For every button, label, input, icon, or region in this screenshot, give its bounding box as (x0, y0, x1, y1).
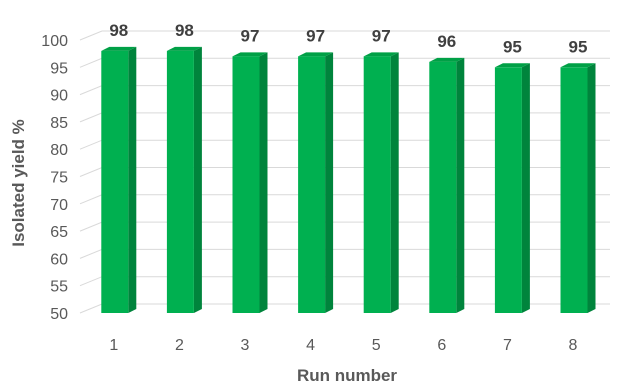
x-tick-label: 6 (437, 337, 446, 354)
y-axis-title: Isolated yield % (9, 119, 28, 247)
bar-top (494, 63, 530, 68)
data-label: 97 (306, 26, 325, 45)
bar-top (363, 52, 399, 57)
gridline (79, 139, 610, 150)
data-labels: 98 98 97 97 97 96 95 95 (109, 21, 587, 56)
bar-front (101, 50, 129, 314)
y-tick-label: 100 (41, 33, 68, 50)
bar-front (298, 56, 326, 313)
y-axis-ticks: 50 55 60 65 70 75 80 85 90 95 100 (41, 33, 68, 323)
gridline (79, 248, 610, 259)
bar-side (456, 57, 465, 314)
gridline (79, 57, 610, 68)
bar-front (560, 67, 588, 313)
bar-side (128, 46, 137, 314)
data-label: 97 (372, 26, 391, 45)
gridline (79, 85, 610, 96)
gridline (79, 167, 610, 177)
x-tick-label: 1 (109, 337, 118, 354)
bar-side (521, 63, 530, 313)
gridline (79, 221, 610, 232)
bar-top (560, 63, 596, 68)
bar-side (325, 52, 334, 313)
x-tick-label: 4 (306, 337, 315, 354)
bar (166, 46, 202, 314)
bar-top (232, 52, 268, 57)
gridlines (79, 30, 610, 314)
bar-front (166, 50, 194, 314)
y-tick-label: 85 (50, 115, 68, 132)
bar-front (429, 61, 457, 314)
x-tick-label: 2 (175, 337, 184, 354)
data-label: 98 (175, 21, 194, 40)
y-tick-label: 95 (50, 60, 68, 77)
y-tick-label: 55 (50, 279, 68, 296)
y-tick-label: 70 (50, 197, 68, 214)
bar (429, 57, 465, 314)
bar-top (166, 46, 202, 51)
x-axis-ticks: 1 2 3 4 5 6 7 8 (109, 337, 577, 354)
data-label: 98 (109, 21, 128, 40)
bar (298, 52, 334, 313)
bar-side (390, 52, 399, 313)
gridline (79, 112, 610, 123)
y-tick-label: 90 (50, 88, 68, 105)
bar-front (363, 56, 391, 313)
x-tick-label: 7 (503, 337, 512, 354)
data-label: 97 (241, 26, 260, 45)
bar (494, 63, 530, 313)
bar-top (298, 52, 334, 57)
y-tick-label: 80 (50, 142, 68, 159)
bar (232, 52, 268, 313)
bar (101, 46, 137, 314)
bar-side (587, 63, 596, 313)
bar-top (429, 57, 465, 62)
y-tick-label: 75 (50, 170, 68, 187)
bar-front (494, 67, 522, 313)
x-tick-label: 8 (569, 337, 578, 354)
gridline (79, 303, 610, 314)
bars (101, 46, 596, 314)
x-axis-title: Run number (297, 366, 397, 383)
bar-front (232, 56, 260, 313)
x-tick-label: 5 (372, 337, 381, 354)
data-label: 95 (503, 37, 522, 56)
bar-side (259, 52, 268, 313)
bar-side (193, 46, 202, 314)
gridline (79, 30, 610, 41)
data-label: 95 (569, 37, 588, 56)
bar (363, 52, 399, 313)
x-tick-label: 3 (241, 337, 250, 354)
data-label: 96 (437, 32, 456, 51)
gridline (79, 276, 610, 287)
y-tick-label: 65 (50, 224, 68, 241)
y-tick-label: 50 (50, 306, 68, 323)
bar (560, 63, 596, 313)
gridline (79, 194, 610, 205)
bar-top (101, 46, 137, 51)
y-tick-label: 60 (50, 251, 68, 268)
